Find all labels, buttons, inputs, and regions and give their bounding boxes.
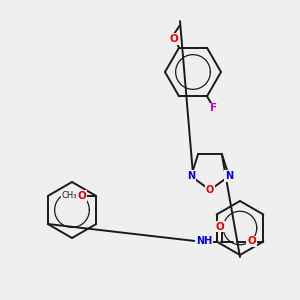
Text: N: N xyxy=(225,171,233,181)
Text: F: F xyxy=(210,103,218,113)
Text: NH: NH xyxy=(196,236,212,247)
Text: O: O xyxy=(78,191,87,201)
Text: O: O xyxy=(247,236,256,247)
Text: CH₃: CH₃ xyxy=(61,191,77,200)
Text: O: O xyxy=(215,221,224,232)
Text: N: N xyxy=(187,171,195,181)
Text: O: O xyxy=(206,185,214,195)
Text: O: O xyxy=(169,34,178,44)
